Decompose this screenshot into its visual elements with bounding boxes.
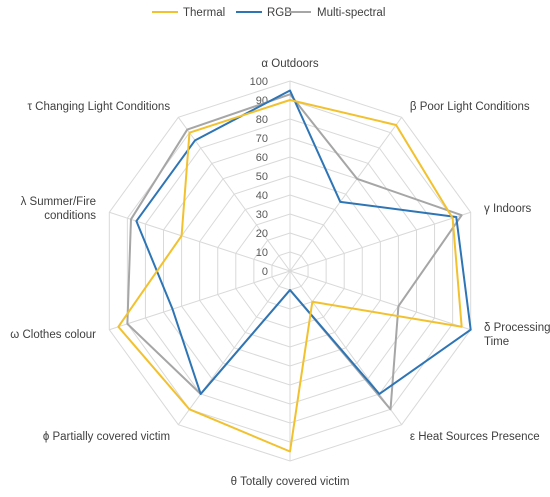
legend-item: RGB <box>236 7 292 19</box>
tick-label: 70 <box>256 133 268 145</box>
tick-label: 10 <box>256 247 268 259</box>
series-line-thermal <box>117 99 463 453</box>
category-label: ε Heat Sources Presence <box>410 431 540 443</box>
grid-spoke <box>109 211 291 272</box>
series-lines <box>117 89 472 453</box>
category-label: β Poor Light Conditions <box>410 101 530 113</box>
series-line-rgb <box>135 89 472 395</box>
tick-label: 100 <box>250 76 268 88</box>
legend-label: Thermal <box>183 7 225 19</box>
grid-spoke <box>289 116 403 272</box>
legend-label: RGB <box>267 7 292 19</box>
category-label: δ Processing Time <box>484 322 550 348</box>
legend-item: Multi-spectral <box>285 7 385 19</box>
category-label: α Outdoors <box>261 58 318 70</box>
tick-label: 20 <box>256 228 268 240</box>
legend-item: Thermal <box>152 7 225 19</box>
grid-spoke <box>177 270 291 426</box>
radar-grid <box>108 80 472 462</box>
category-label: ϕ Partially covered victim <box>43 431 170 443</box>
tick-label: 60 <box>256 152 268 164</box>
grid-spoke <box>289 211 471 272</box>
tick-label: 0 <box>262 266 268 278</box>
grid-spoke <box>109 270 291 331</box>
grid-spoke <box>177 116 291 272</box>
tick-label: 50 <box>256 171 268 183</box>
legend-label: Multi-spectral <box>317 7 385 19</box>
legend: Thermal RGB Multi-spectral <box>152 7 385 19</box>
tick-label: 30 <box>256 209 268 221</box>
category-labels: α Outdoors β Poor Light Conditions γ Indoo… <box>10 58 550 488</box>
category-label: λ Summer/Fire conditions <box>21 196 97 222</box>
tick-label: 80 <box>256 114 268 126</box>
category-label: θ Totally covered victim <box>231 476 350 488</box>
grid-spoke <box>289 270 471 331</box>
category-label: ω Clothes colour <box>10 329 96 341</box>
category-label: γ Indoors <box>484 203 532 215</box>
category-label: τ Changing Light Conditions <box>27 101 170 113</box>
tick-label: 40 <box>256 190 268 202</box>
